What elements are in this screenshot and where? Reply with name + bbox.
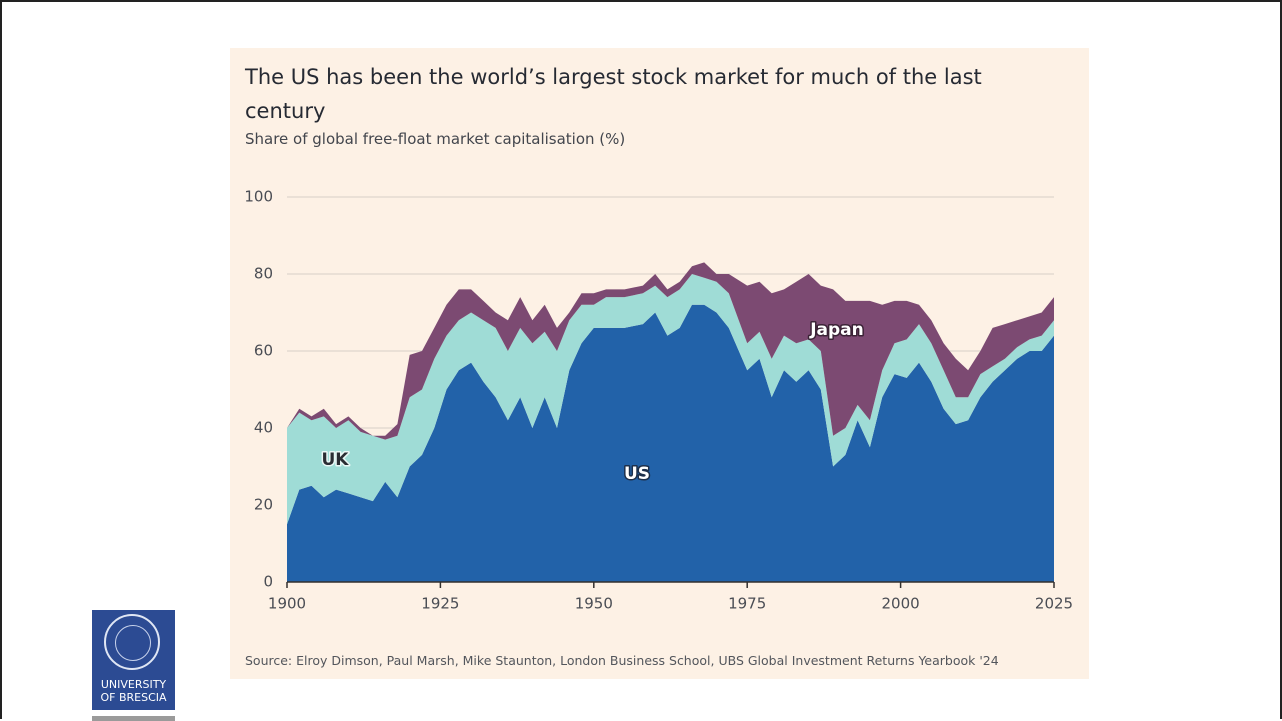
logo-text: UNIVERSITY: [100, 678, 167, 691]
series-label: Japan: [809, 320, 864, 340]
area: [287, 304, 1054, 582]
y-tick-label: 40: [254, 419, 273, 437]
x-tick-label: 1900: [268, 595, 306, 613]
logo-text: OF BRESCIA: [100, 691, 167, 704]
y-tick-label: 100: [244, 188, 273, 206]
x-tick-label: 1925: [421, 595, 459, 613]
x-tick-label: 2025: [1035, 595, 1073, 613]
chart-subtitle: Share of global free-float market capita…: [245, 130, 626, 148]
y-tick-label: 60: [254, 342, 273, 360]
chart: 0 20 40 60 80 100 1900 1925 1950 1975 2000 2025 US UK…: [244, 188, 1073, 613]
x-tick-label: 1950: [575, 595, 613, 613]
area: [287, 274, 1054, 525]
x-tick-label: 2000: [882, 595, 920, 613]
y-tick-label: 0: [263, 573, 273, 591]
y-tick-label: 20: [254, 496, 273, 514]
chart-title: The US has been the world’s largest stoc…: [245, 65, 982, 123]
chart-source: Source: Elroy Dimson, Paul Marsh, Mike S…: [245, 653, 999, 668]
area: [287, 262, 1054, 440]
x-tick-label: 1975: [728, 595, 766, 613]
series-label: US: [624, 464, 650, 484]
y-tick-label: 80: [254, 265, 273, 283]
university-logo: UNIVERSITY OF BRESCIA: [92, 610, 175, 710]
logo-seal: [104, 614, 160, 670]
series-label: UK: [322, 450, 350, 470]
chart-panel: The US has been the world’s largest stoc…: [230, 48, 1089, 679]
